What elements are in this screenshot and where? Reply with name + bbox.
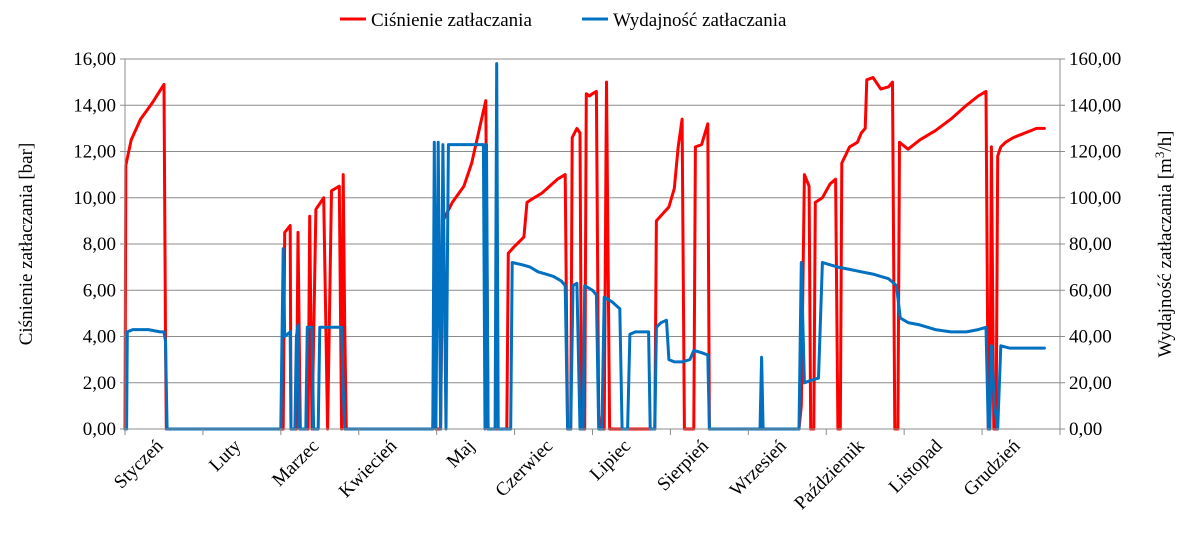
y-left-tick-label: 4,00 [83,327,116,348]
y-left-tick-label: 8,00 [83,234,116,255]
y-right-tick-label: 0,00 [1069,419,1102,440]
y-right-tick-label: 40,00 [1069,327,1112,348]
y-right-tick-label: 20,00 [1069,373,1112,394]
y-left-tick-label: 12,00 [73,142,116,163]
y-right-tick-label: 80,00 [1069,234,1112,255]
y-left-tick-label: 16,00 [73,49,116,70]
y-right-axis-title: Wydajność zatłaczania [m3/h] [1152,131,1177,358]
y-right-tick-label: 160,00 [1069,49,1121,70]
legend-item-pressure-label: Ciśnienie zatłaczania [371,10,532,31]
y-right-tick-label: 140,00 [1069,95,1121,116]
series-line-flow [123,62,1046,431]
y-left-tick-label: 10,00 [73,188,116,209]
y-left-tick-label: 2,00 [83,373,116,394]
y-left-tick-label: 14,00 [73,95,116,116]
y-right-tick-label: 120,00 [1069,142,1121,163]
y-right-tick-label: 100,00 [1069,188,1121,209]
legend: Ciśnienie zatłaczania Wydajność zatłaczan… [340,10,787,31]
legend-item-flow-label: Wydajność zatłaczania [613,10,787,31]
y-right-tick-label: 60,00 [1069,280,1112,301]
y-left-tick-label: 6,00 [83,280,116,301]
y-left-tick-label: 0,00 [83,419,116,440]
y-left-axis-title: Ciśnienie zatłaczania [bar] [16,143,37,346]
